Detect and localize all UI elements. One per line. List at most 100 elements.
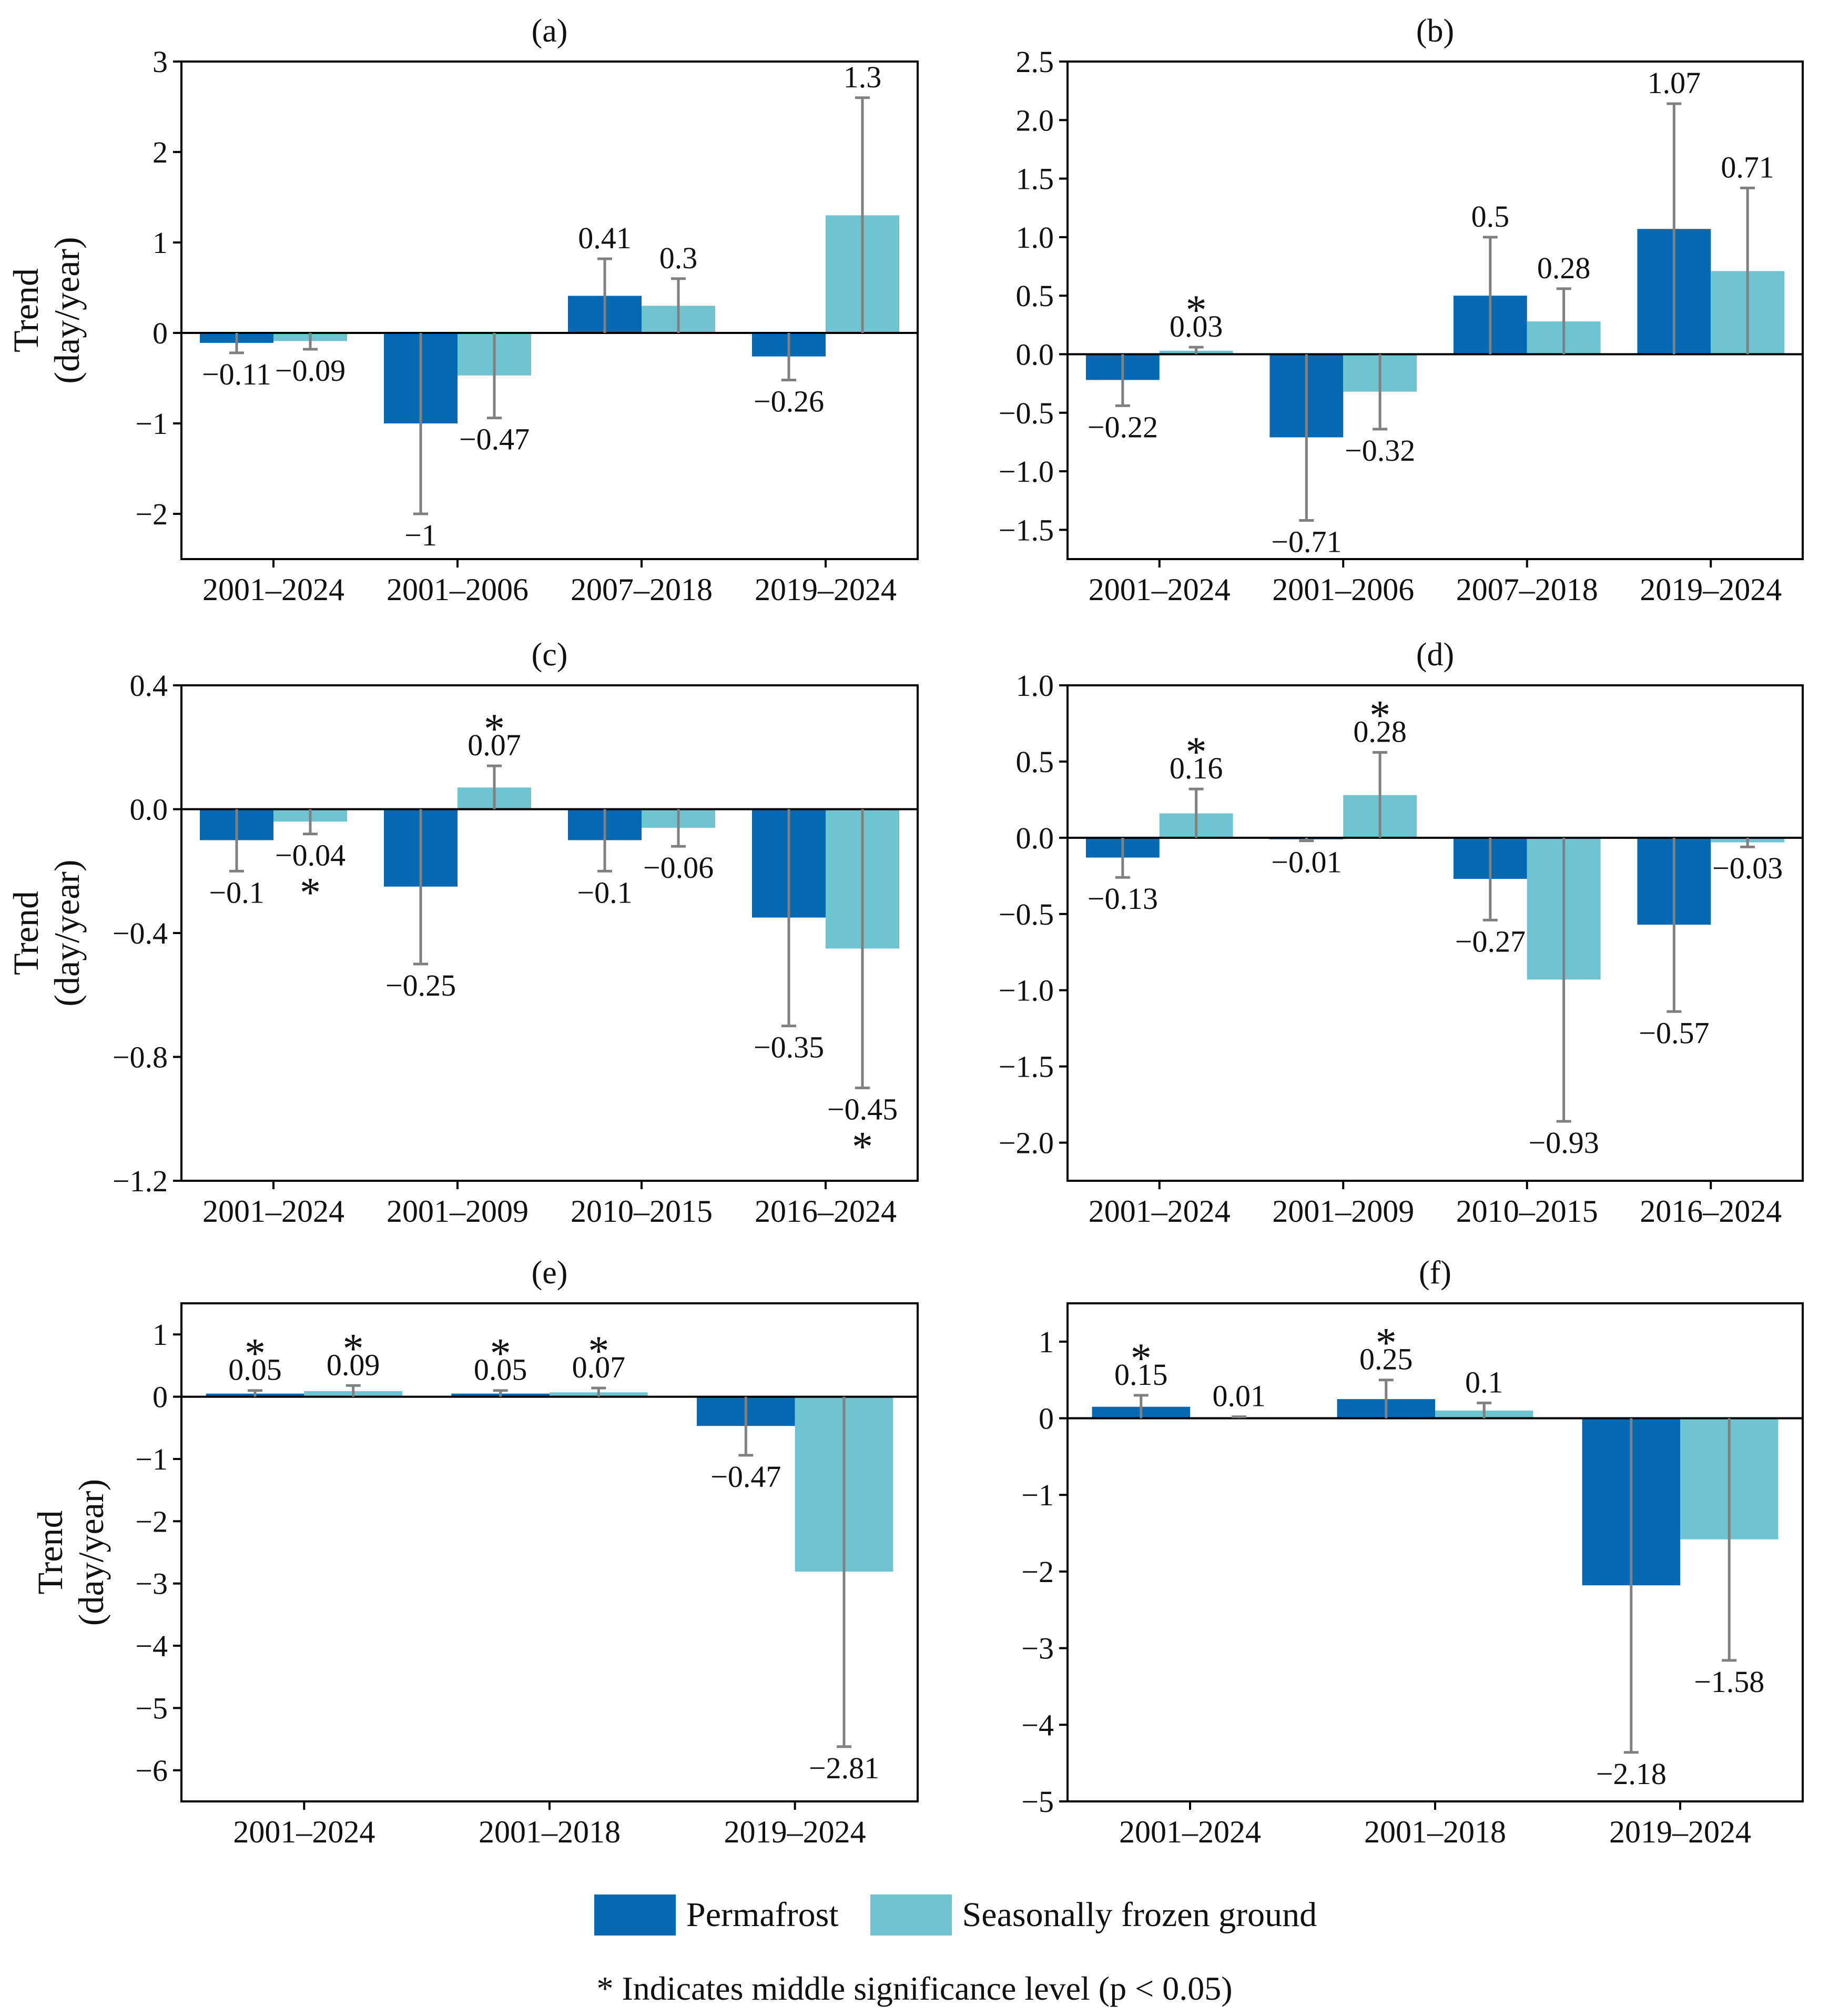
plot-frame bbox=[1066, 1302, 1804, 1802]
data-label: 0.16 bbox=[1170, 751, 1223, 785]
y-tick-label: −1.0 bbox=[999, 974, 1054, 1008]
data-label: 0.05 bbox=[228, 1353, 282, 1387]
significance-marker: * bbox=[852, 1123, 873, 1170]
x-tick-label: 2019–2024 bbox=[724, 1815, 866, 1849]
x-tick-label: 2001–2006 bbox=[1272, 572, 1414, 607]
significance-marker: * bbox=[490, 1331, 511, 1377]
data-label: 0.05 bbox=[474, 1353, 527, 1387]
y-tick-label: 1.0 bbox=[1016, 220, 1054, 255]
plot-frame bbox=[180, 684, 919, 1182]
data-label: −0.27 bbox=[1455, 924, 1526, 958]
data-label: 0.71 bbox=[1721, 150, 1774, 184]
y-tick-label: −4 bbox=[1021, 1708, 1054, 1742]
panel-b: (b) −0.22 −0.71 0.5 1.07 0.03* −0.32 0.28 0.71 −1… bbox=[999, 13, 1804, 607]
data-label: −1 bbox=[404, 518, 437, 552]
data-label: −0.03 bbox=[1712, 851, 1783, 885]
significance-marker: * bbox=[300, 870, 321, 916]
x-tick-label: 2010–2015 bbox=[571, 1194, 713, 1229]
y-tick-label: −3 bbox=[135, 1567, 168, 1601]
y-tick-label: −1 bbox=[135, 407, 168, 441]
data-label: −0.57 bbox=[1639, 1016, 1709, 1050]
significance-marker: * bbox=[1369, 693, 1390, 739]
y-tick-label: 0.4 bbox=[130, 668, 168, 703]
data-label: 1.07 bbox=[1648, 66, 1701, 100]
data-label: 0.07 bbox=[468, 728, 521, 762]
data-label: 0.25 bbox=[1359, 1342, 1413, 1376]
y-tick-label: −1.5 bbox=[999, 513, 1054, 547]
x-tick-label: 2019–2024 bbox=[1609, 1815, 1751, 1849]
y-axis-label-line: Trend bbox=[6, 891, 46, 975]
x-tick-label: 2001–2009 bbox=[1272, 1194, 1414, 1229]
data-label: −0.09 bbox=[275, 353, 346, 388]
x-tick-label: 2001–2018 bbox=[479, 1815, 621, 1849]
data-label: −2.81 bbox=[809, 1751, 879, 1785]
panel-d: (d)−0.13−0.01−0.27−0.570.16* 0.28*−0.93−0… bbox=[999, 637, 1804, 1229]
data-label: 0.15 bbox=[1114, 1357, 1168, 1392]
data-label: −0.13 bbox=[1088, 882, 1158, 916]
significance-marker: * bbox=[588, 1328, 609, 1374]
legend-swatch-seasonal bbox=[870, 1895, 952, 1936]
y-tick-label: 1 bbox=[153, 226, 168, 260]
y-tick-label: 0 bbox=[153, 1380, 168, 1414]
y-tick-label: 2.5 bbox=[1016, 45, 1054, 79]
significance-marker: * bbox=[1131, 1335, 1152, 1382]
y-tick-label: −5 bbox=[135, 1691, 168, 1725]
y-tick-label: 2.0 bbox=[1016, 103, 1054, 137]
data-label: −1.58 bbox=[1694, 1665, 1764, 1699]
significance-footnote: * Indicates middle significance level (p… bbox=[596, 1970, 1233, 2007]
y-tick-label: −0.4 bbox=[113, 916, 168, 950]
legend: Permafrost Seasonally frozen ground bbox=[594, 1895, 1348, 1936]
significance-marker: * bbox=[1186, 729, 1207, 775]
y-tick-label: −1.5 bbox=[999, 1050, 1054, 1084]
panel-title: (c) bbox=[532, 637, 568, 673]
y-tick-label: 1 bbox=[153, 1318, 168, 1352]
data-label: 0.3 bbox=[659, 241, 698, 275]
plot-frame bbox=[1066, 60, 1804, 560]
plot-frame bbox=[1066, 684, 1804, 1182]
x-tick-label: 2001–2009 bbox=[387, 1194, 529, 1229]
data-label: 0.03 bbox=[1170, 309, 1223, 343]
y-tick-label: −5 bbox=[1021, 1785, 1054, 1819]
y-tick-label: 1 bbox=[1039, 1325, 1054, 1359]
y-tick-label: 1.0 bbox=[1016, 668, 1054, 703]
significance-marker: * bbox=[245, 1331, 266, 1377]
data-label: −0.06 bbox=[643, 850, 714, 885]
y-tick-label: −1.2 bbox=[113, 1164, 168, 1198]
y-tick-label: −3 bbox=[1021, 1632, 1054, 1666]
y-tick-label: 1.5 bbox=[1016, 162, 1054, 196]
x-tick-label: 2001–2018 bbox=[1364, 1815, 1506, 1849]
data-label: 1.3 bbox=[844, 60, 882, 94]
panel-a: (a) −0.11 −1 0.41 −0.26 −0.09 −0.47 0.3 1.3 −2 −1 0… bbox=[6, 13, 919, 607]
data-label: 0.5 bbox=[1471, 199, 1510, 234]
y-tick-label: −0.8 bbox=[113, 1040, 168, 1075]
data-label: −0.32 bbox=[1345, 433, 1415, 468]
data-label: −0.22 bbox=[1088, 410, 1158, 444]
data-label: −0.01 bbox=[1271, 845, 1342, 879]
significance-marker: * bbox=[1376, 1320, 1397, 1366]
data-label: −0.93 bbox=[1529, 1126, 1599, 1160]
y-tick-label: 0 bbox=[153, 316, 168, 350]
y-tick-label: 2 bbox=[153, 135, 168, 169]
data-label: −0.26 bbox=[754, 384, 824, 418]
panel-title: (f) bbox=[1419, 1255, 1451, 1291]
data-label: −0.47 bbox=[459, 422, 530, 457]
y-tick-label: 0.5 bbox=[1016, 279, 1054, 313]
legend-item-permafrost: Permafrost bbox=[594, 1895, 839, 1936]
y-tick-label: −0.5 bbox=[999, 396, 1054, 430]
legend-label-seasonal: Seasonally frozen ground bbox=[962, 1896, 1317, 1934]
data-label: 0.41 bbox=[578, 221, 632, 255]
data-label: −0.11 bbox=[202, 357, 271, 391]
legend-item-seasonal: Seasonally frozen ground bbox=[870, 1895, 1317, 1936]
panel-c: (c)−0.1−0.25−0.1−0.35−0.04*0.07*−0.06−0.… bbox=[6, 637, 919, 1229]
x-tick-label: 2001–2024 bbox=[1089, 1194, 1231, 1229]
x-tick-label: 2019–2024 bbox=[755, 572, 897, 607]
x-tick-label: 2001–2024 bbox=[1119, 1815, 1261, 1849]
panel-title: (d) bbox=[1416, 637, 1454, 673]
data-label: −0.45 bbox=[827, 1092, 898, 1126]
y-tick-label: 0 bbox=[1039, 1402, 1054, 1436]
data-label: −0.25 bbox=[385, 968, 456, 1002]
y-tick-label: −2 bbox=[1021, 1555, 1054, 1589]
data-label: −0.47 bbox=[710, 1460, 781, 1494]
x-tick-label: 2001–2024 bbox=[202, 1194, 344, 1229]
